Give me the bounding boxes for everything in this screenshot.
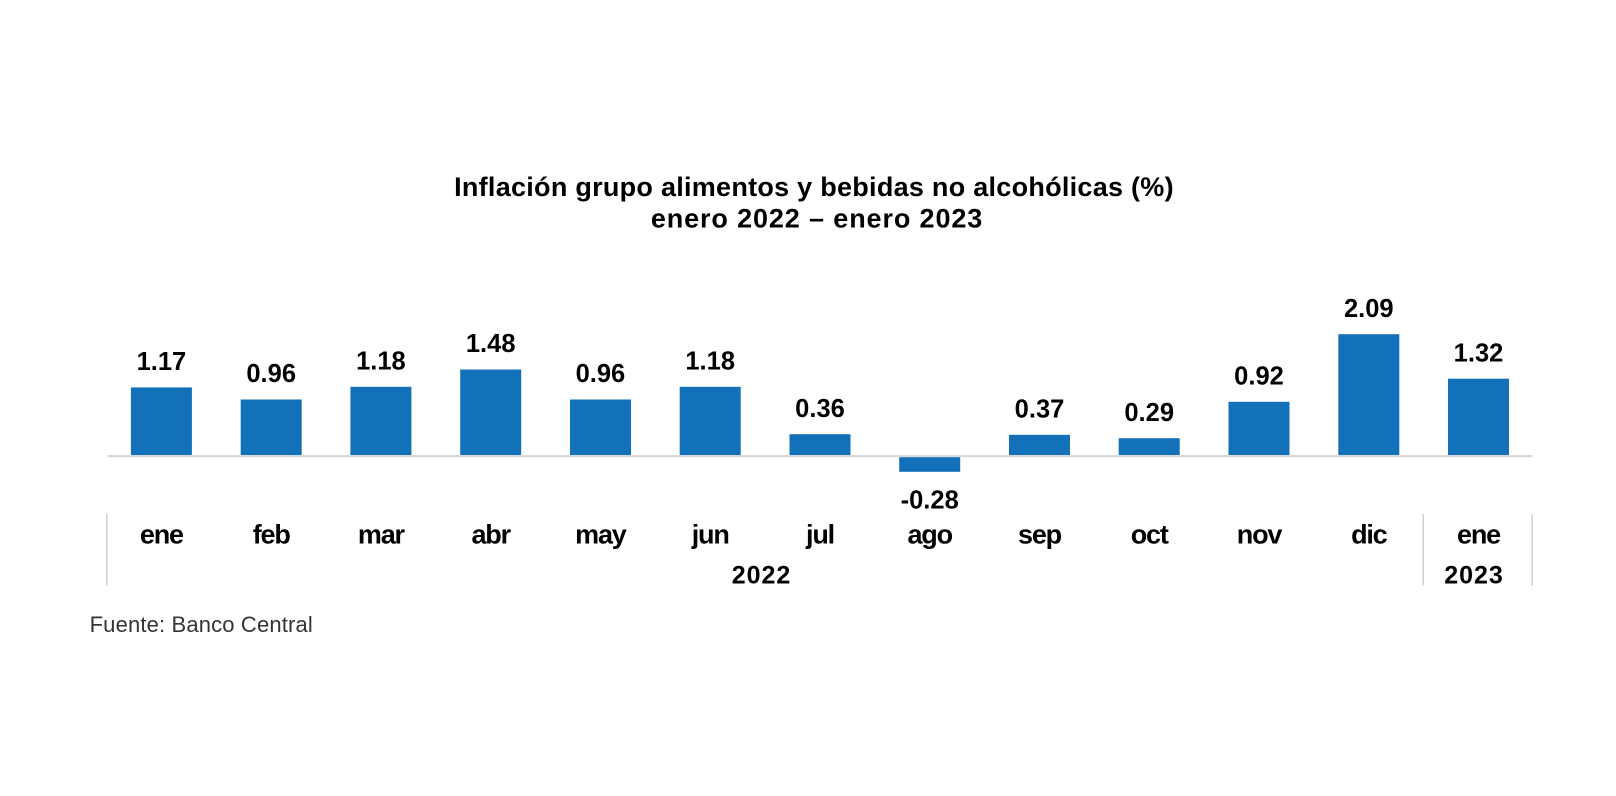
svg-text:1.48: 1.48 [466, 330, 516, 358]
svg-text:ene: ene [1457, 519, 1501, 549]
svg-text:0.96: 0.96 [576, 360, 626, 388]
svg-text:1.18: 1.18 [356, 348, 406, 376]
svg-text:mar: mar [358, 519, 406, 549]
svg-text:-0.28: -0.28 [901, 487, 959, 515]
svg-text:ene: ene [140, 519, 184, 549]
svg-text:jun: jun [691, 519, 729, 549]
svg-text:ago: ago [907, 519, 952, 549]
svg-text:0.96: 0.96 [246, 360, 296, 388]
svg-text:Fuente: Banco Central: Fuente: Banco Central [90, 612, 313, 637]
svg-text:0.92: 0.92 [1234, 363, 1284, 391]
svg-text:1.32: 1.32 [1454, 339, 1504, 367]
svg-text:feb: feb [253, 519, 291, 549]
svg-text:0.29: 0.29 [1124, 399, 1174, 427]
svg-text:Inflación grupo alimentos y be: Inflación grupo alimentos y bebidas no a… [454, 172, 1174, 202]
svg-text:may: may [575, 519, 627, 549]
svg-text:0.37: 0.37 [1015, 396, 1065, 424]
svg-text:abr: abr [471, 519, 511, 549]
svg-text:nov: nov [1237, 519, 1283, 549]
svg-text:1.17: 1.17 [137, 348, 187, 376]
svg-text:1.18: 1.18 [685, 348, 735, 376]
svg-text:0.36: 0.36 [795, 395, 845, 423]
svg-text:2022: 2022 [732, 561, 792, 589]
svg-text:2023: 2023 [1444, 561, 1504, 589]
svg-text:sep: sep [1018, 519, 1062, 549]
svg-text:2.09: 2.09 [1344, 295, 1394, 323]
svg-text:jul: jul [805, 519, 834, 549]
svg-text:enero 2022 – enero 2023: enero 2022 – enero 2023 [651, 204, 983, 234]
svg-text:oct: oct [1131, 519, 1169, 549]
svg-text:dic: dic [1351, 519, 1388, 549]
